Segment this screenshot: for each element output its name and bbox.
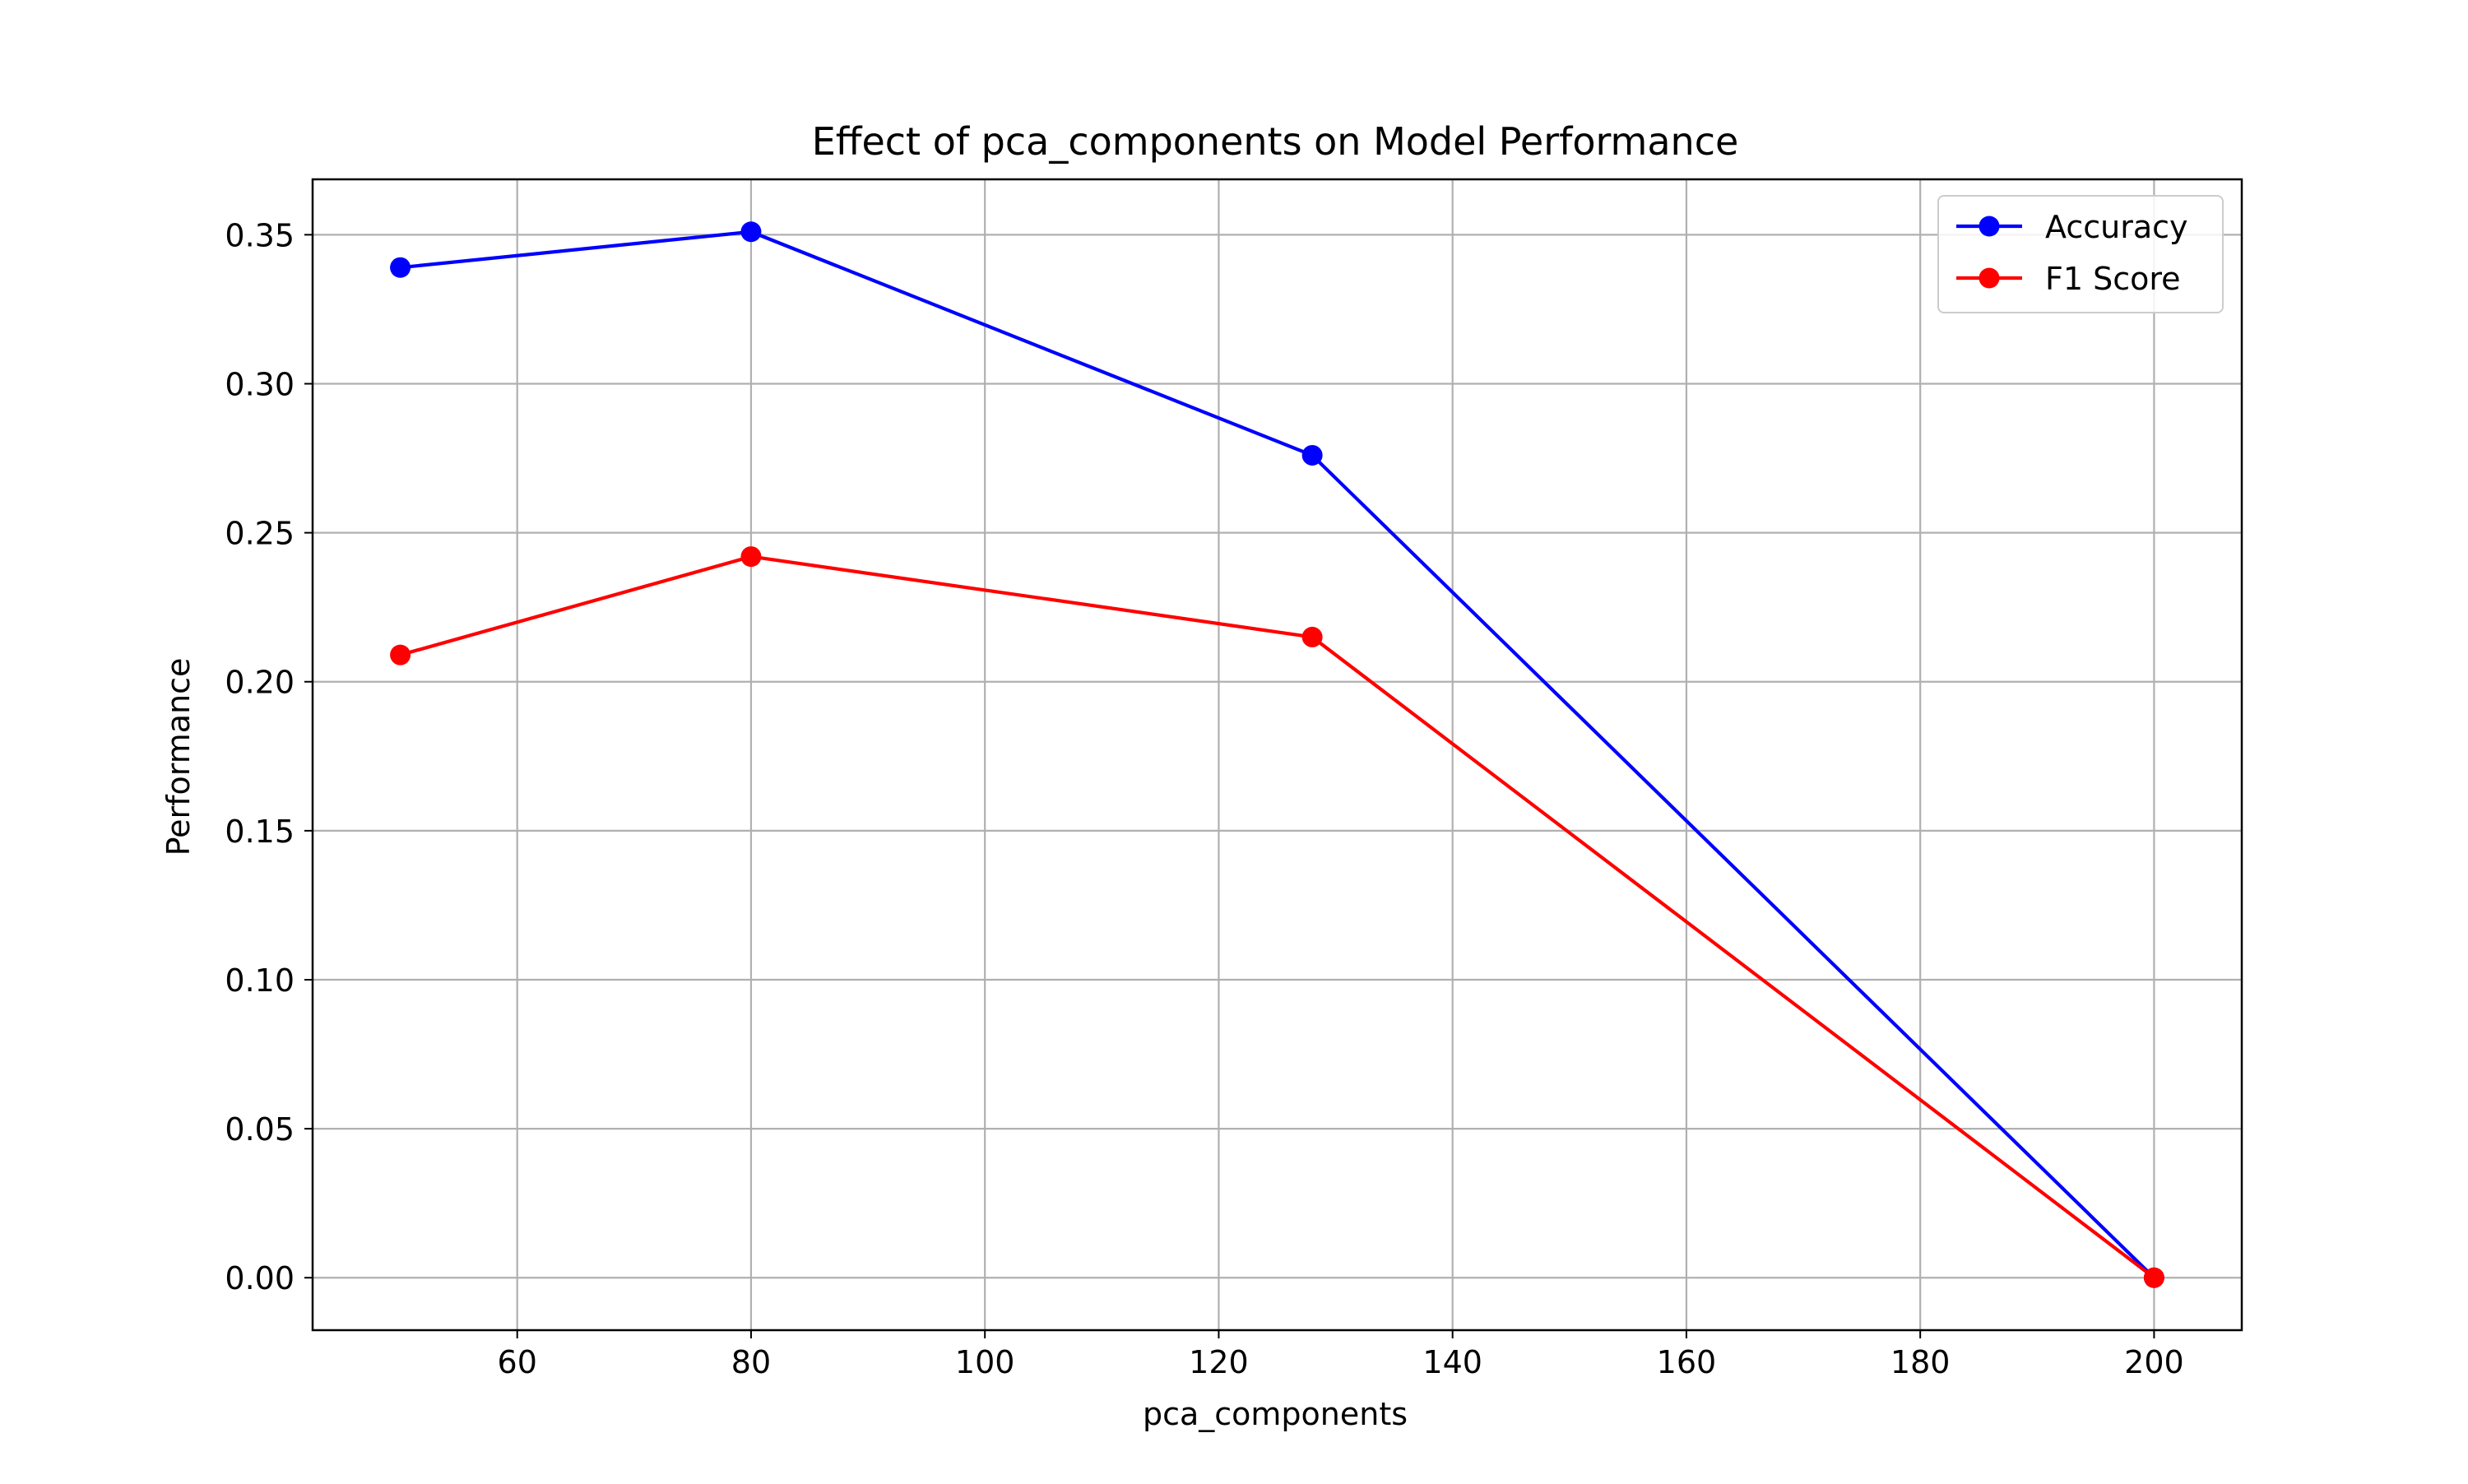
chart-title: Effect of pca_components on Model Perfor… <box>812 119 1739 164</box>
y-tick-label: 0.05 <box>225 1111 295 1148</box>
y-axis-label: Performance <box>160 658 197 856</box>
ticks: 60 80 100 120 140 160 180 200 0.00 0.05 0.10 0.15 0.… <box>225 217 2183 1380</box>
x-tick-label: 80 <box>731 1344 771 1380</box>
f1-score-point <box>390 644 411 665</box>
legend: Accuracy F1 Score <box>1937 195 2224 313</box>
accuracy-legend-label: Accuracy <box>2045 209 2188 245</box>
grid <box>313 179 2242 1330</box>
x-tick-label: 120 <box>1189 1344 1249 1380</box>
y-tick-label: 0.25 <box>225 516 295 552</box>
f1-score-legend-label: F1 Score <box>2045 261 2181 297</box>
y-tick-label: 0.30 <box>225 367 295 403</box>
accuracy-point <box>740 221 762 243</box>
x-tick-label: 140 <box>1422 1344 1482 1380</box>
f1-score-point <box>740 546 762 568</box>
x-tick-label: 100 <box>955 1344 1015 1380</box>
plot-frame <box>311 178 2243 1332</box>
y-tick-label: 0.10 <box>225 962 295 999</box>
x-tick-label: 160 <box>1657 1344 1717 1380</box>
x-tick-label: 180 <box>1890 1344 1951 1380</box>
y-tick-label: 0.35 <box>225 217 295 253</box>
f1-score-line <box>400 554 2155 1279</box>
x-tick-label: 60 <box>498 1344 537 1380</box>
f1-score-point <box>1301 626 1323 647</box>
y-tick-label: 0.20 <box>225 665 295 701</box>
accuracy-point <box>390 257 411 278</box>
accuracy-legend-marker <box>1979 216 2000 237</box>
f1-score-point <box>2143 1267 2164 1288</box>
accuracy-point <box>1301 444 1323 466</box>
x-tick-label: 200 <box>2124 1344 2184 1380</box>
y-tick-label: 0.15 <box>225 814 295 850</box>
x-axis-label: pca_components <box>1143 1396 1408 1432</box>
accuracy-line <box>400 230 2155 1279</box>
f1-score-legend-marker <box>1979 267 2000 289</box>
y-tick-label: 0.00 <box>225 1260 295 1296</box>
series-layer <box>390 221 2164 1288</box>
f1-score-series <box>390 546 2164 1288</box>
